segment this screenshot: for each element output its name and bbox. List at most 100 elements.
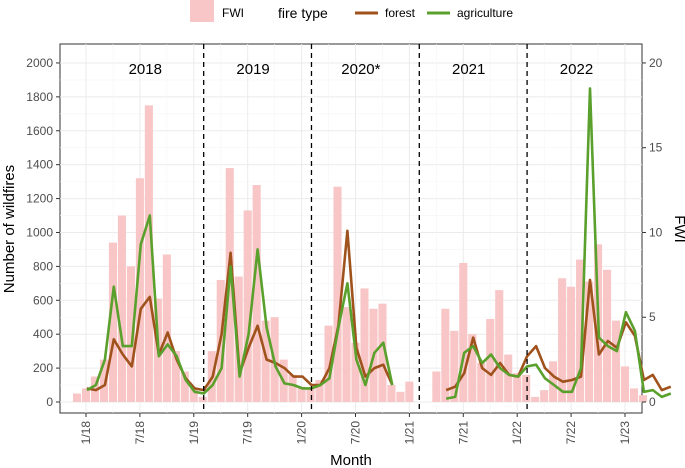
fwi-bar (306, 388, 315, 402)
x-tick-label: 7/22 (564, 421, 578, 445)
fwi-bar (261, 320, 270, 402)
fwi-bar (189, 388, 198, 402)
y-tick-label: 800 (33, 259, 53, 273)
fwi-bar (477, 363, 486, 402)
fwi-bar (171, 351, 180, 402)
fwi-bar (585, 281, 594, 402)
fwi-bar (180, 371, 189, 402)
series-line-forest (445, 278, 672, 392)
fwi-bar (234, 276, 243, 402)
fwi-bar (522, 374, 531, 402)
fwi-bar (378, 303, 387, 402)
x-tick-label: 1/21 (402, 421, 416, 445)
y2-axis-title: FWI (671, 215, 685, 243)
fwi-bar (486, 318, 495, 402)
year-label-0: 2018 (129, 61, 162, 78)
fwi-bar (450, 330, 459, 402)
fwi-bar (198, 396, 207, 402)
y-tick-label: 1400 (26, 158, 53, 172)
y-tick-label: 0 (46, 395, 53, 409)
fwi-bar (315, 379, 324, 402)
y2-tick-label: 10 (649, 225, 663, 239)
series-lines (86, 87, 672, 400)
x-tick-label: 7/19 (241, 421, 255, 445)
x-tick-label: 1/20 (295, 421, 309, 445)
fwi-bar (513, 373, 522, 402)
fwi-bar (531, 396, 540, 402)
legend-fwi-swatch (190, 0, 214, 22)
fwi-bar (441, 308, 450, 402)
year-label-2: 2020* (341, 61, 380, 78)
x-tick-label: 1/23 (618, 421, 632, 445)
fwi-bar (243, 210, 252, 402)
y-tick-label: 2000 (26, 56, 53, 70)
x-tick-label: 7/20 (349, 421, 363, 445)
fwi-bar (144, 105, 153, 402)
x-axis: 1/18 7/18 1/19 7/19 1/20 7/20 1/21 7/21 1/22 7/22… (79, 413, 632, 444)
y-tick-label: 1000 (26, 225, 53, 239)
y-axis-title: Number of wildfires (1, 165, 18, 293)
series-line-agriculture (86, 214, 394, 395)
y2-tick-label: 20 (649, 56, 663, 70)
x-axis-title: Month (330, 452, 372, 468)
fwi-bar (81, 388, 91, 402)
fwi-bar (576, 259, 585, 402)
fwi-bar (504, 354, 513, 402)
x-tick-label: 7/21 (456, 421, 470, 445)
legend-title: fire type (278, 5, 328, 21)
y-tick-label: 1800 (26, 90, 53, 104)
fwi-bar (162, 254, 171, 402)
fwi-bar (333, 186, 342, 402)
fwi-bar (459, 262, 468, 402)
y2-tick-label: 15 (649, 141, 663, 155)
year-label-3: 2021 (452, 61, 485, 78)
year-separators (203, 44, 528, 413)
fwi-bar (288, 374, 297, 402)
fwi-bar (72, 393, 82, 402)
y-tick-label: 1600 (26, 124, 53, 138)
fwi-bar (638, 395, 648, 402)
fwi-bar (252, 185, 261, 402)
fwi-bar (297, 386, 306, 402)
year-label-4: 2022 (560, 61, 593, 78)
fwi-bar (360, 288, 369, 402)
x-tick-label: 1/19 (187, 421, 201, 445)
fwi-bar (558, 278, 567, 402)
fwi-bar (351, 342, 360, 402)
fwi-bar (468, 334, 477, 402)
fwi-bar (611, 320, 621, 402)
y2-tick-label: 5 (649, 310, 656, 324)
fwi-bar (432, 371, 441, 402)
fwi-bar (126, 266, 135, 402)
x-tick-label: 7/18 (133, 421, 147, 445)
fwi-bar (396, 391, 405, 402)
fwi-bar (108, 242, 117, 402)
fwi-bar (567, 286, 576, 402)
year-labels: 2018 2019 2020* 2021 2022 (129, 61, 594, 78)
fwi-bar (495, 290, 504, 402)
fwi-bar (405, 381, 414, 402)
fwi-bar (135, 178, 144, 402)
y-tick-label: 1200 (26, 192, 53, 206)
y-axis-left: 0 200 400 600 800 1000 1200 1400 1600 1800 2000 (26, 56, 60, 409)
fwi-bar (602, 269, 612, 402)
fwi-bar (117, 215, 126, 402)
y-tick-label: 400 (33, 327, 53, 341)
fwi-bar (387, 385, 396, 402)
fwi-bar (629, 388, 639, 402)
fwi-bar (620, 366, 630, 402)
series-line-agriculture (445, 87, 672, 400)
plot-panel (59, 43, 643, 414)
x-tick-label: 1/22 (510, 421, 524, 445)
year-label-1: 2019 (236, 61, 269, 78)
fwi-bar (342, 307, 351, 402)
legend-fwi-label: FWI (222, 6, 244, 20)
legend-forest-label: forest (385, 6, 416, 20)
legend-agriculture-label: agriculture (457, 6, 513, 20)
x-tick-label: 1/18 (79, 421, 93, 445)
fwi-bar (99, 359, 109, 402)
y-tick-label: 600 (33, 293, 53, 307)
legend: FWI fire type forest agriculture (190, 0, 513, 22)
fwi-bar (549, 361, 558, 402)
